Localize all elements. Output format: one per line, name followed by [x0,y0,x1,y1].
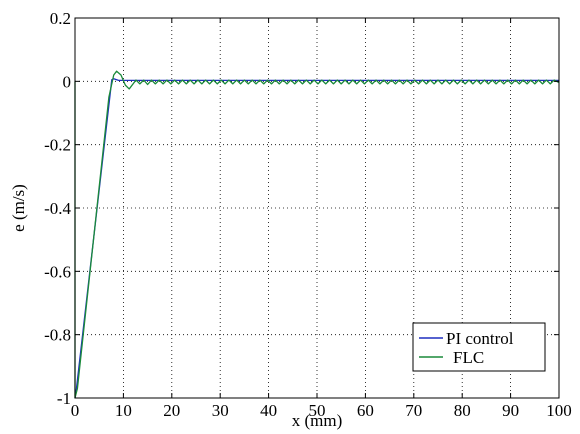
y-tick-label: -0.2 [44,136,71,155]
y-axis-label: e (m/s) [9,184,28,232]
x-tick-label: 10 [115,401,132,420]
x-tick-label: 80 [454,401,471,420]
legend: PI control FLC [412,322,546,372]
legend-box [412,322,546,372]
x-tick-label: 30 [212,401,229,420]
x-tick-label: 50 [309,401,326,420]
y-tick-label: -0.4 [44,199,71,218]
x-tick-label: 60 [357,401,374,420]
x-tick-label: 70 [405,401,422,420]
series-layer [74,70,560,399]
series-line-flc [74,70,560,399]
y-tick-label: -0.8 [44,326,71,345]
x-tick-label: 40 [260,401,277,420]
legend-label-pi-control: PI control [446,329,514,348]
x-tick-label: 90 [502,401,519,420]
x-axis-label: x (mm) [292,411,343,430]
x-tick-label: 100 [546,401,572,420]
axis-ticks [74,17,560,399]
y-tick-label: -1 [57,389,71,408]
y-tick-label: -0.6 [44,262,71,281]
y-tick-label: 0.2 [50,9,71,28]
tick-labels: 0 10 20 30 40 50 60 70 80 90 100 0.2 0 -0.2 -0.4 -0.6 -0… [44,9,572,420]
y-tick-label: 0 [63,72,72,91]
legend-label-flc: FLC [453,348,484,367]
x-tick-label: 20 [163,401,180,420]
x-tick-label: 0 [71,401,80,420]
